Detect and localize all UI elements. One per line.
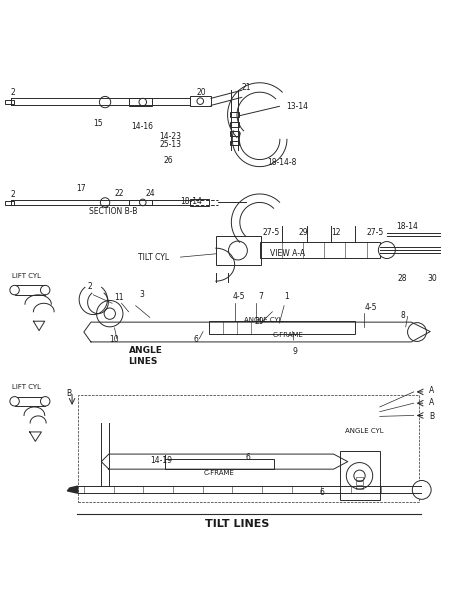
Bar bbox=[5, 100, 14, 105]
Text: 6: 6 bbox=[319, 488, 324, 497]
Text: 6: 6 bbox=[246, 453, 250, 463]
Bar bbox=[15, 285, 45, 295]
Circle shape bbox=[378, 241, 395, 259]
Circle shape bbox=[139, 199, 146, 206]
Bar bbox=[15, 397, 45, 406]
Text: 13-14: 13-14 bbox=[286, 102, 309, 111]
Text: 20: 20 bbox=[197, 87, 207, 97]
Text: 9: 9 bbox=[292, 347, 298, 356]
Text: 26: 26 bbox=[164, 155, 173, 164]
Bar bbox=[230, 140, 239, 145]
Text: 29: 29 bbox=[255, 317, 264, 326]
Bar bbox=[260, 241, 380, 258]
Text: 2: 2 bbox=[11, 87, 16, 97]
Text: A: A bbox=[429, 398, 435, 407]
Circle shape bbox=[10, 397, 19, 406]
Text: TILT LINES: TILT LINES bbox=[205, 519, 269, 529]
Text: 7: 7 bbox=[258, 292, 263, 301]
Text: 15: 15 bbox=[93, 119, 103, 128]
Text: SECTION B-B: SECTION B-B bbox=[89, 207, 137, 216]
Text: 10: 10 bbox=[109, 334, 118, 344]
Text: 14-16: 14-16 bbox=[131, 121, 153, 131]
Text: LIFT CYL: LIFT CYL bbox=[12, 384, 41, 390]
Text: 18-14: 18-14 bbox=[181, 197, 202, 206]
Text: 6: 6 bbox=[194, 334, 199, 344]
Text: ANGLE CYL: ANGLE CYL bbox=[244, 317, 283, 323]
Bar bbox=[356, 486, 363, 490]
Bar bbox=[209, 321, 355, 334]
Text: VIEW A-A: VIEW A-A bbox=[270, 249, 305, 258]
Text: 4-5: 4-5 bbox=[232, 292, 245, 301]
Text: 27-5: 27-5 bbox=[263, 228, 280, 237]
Circle shape bbox=[100, 198, 110, 207]
Circle shape bbox=[104, 308, 116, 319]
Bar bbox=[165, 459, 274, 469]
Text: 27-5: 27-5 bbox=[366, 228, 384, 237]
Text: 2: 2 bbox=[87, 282, 92, 291]
Text: A: A bbox=[429, 386, 435, 395]
Bar bbox=[128, 99, 152, 106]
Text: B: B bbox=[66, 389, 72, 399]
Circle shape bbox=[139, 99, 146, 106]
Text: 21: 21 bbox=[242, 83, 251, 92]
Text: 8: 8 bbox=[401, 310, 406, 320]
Circle shape bbox=[40, 285, 50, 295]
Bar bbox=[216, 237, 261, 265]
Bar bbox=[5, 201, 14, 205]
Circle shape bbox=[197, 98, 203, 105]
Bar bbox=[356, 477, 363, 480]
Text: 11: 11 bbox=[115, 293, 124, 302]
Text: 4-5: 4-5 bbox=[364, 302, 377, 312]
Text: B: B bbox=[429, 412, 434, 421]
Text: 14-23: 14-23 bbox=[159, 131, 181, 140]
Bar bbox=[230, 113, 239, 117]
Text: 17: 17 bbox=[76, 184, 85, 193]
Bar bbox=[230, 131, 239, 136]
Circle shape bbox=[10, 285, 19, 295]
Text: C-FRAME: C-FRAME bbox=[273, 332, 303, 338]
Text: C-FRAME: C-FRAME bbox=[204, 470, 235, 476]
Text: TILT CYL: TILT CYL bbox=[138, 253, 169, 262]
Text: 18-14: 18-14 bbox=[396, 222, 418, 232]
Text: 18-14-8: 18-14-8 bbox=[268, 158, 297, 168]
Circle shape bbox=[354, 470, 365, 482]
Circle shape bbox=[408, 323, 427, 341]
Circle shape bbox=[412, 480, 431, 500]
Text: 14-19: 14-19 bbox=[150, 456, 172, 464]
Text: 2: 2 bbox=[11, 190, 16, 200]
Text: 25-13: 25-13 bbox=[159, 140, 181, 150]
Text: 29: 29 bbox=[298, 228, 308, 237]
Text: ANGLE
LINES: ANGLE LINES bbox=[128, 346, 163, 366]
Bar bbox=[340, 451, 380, 500]
Text: 30: 30 bbox=[428, 274, 438, 283]
Text: 3: 3 bbox=[139, 290, 144, 299]
Circle shape bbox=[97, 301, 123, 327]
Bar bbox=[190, 97, 211, 106]
Bar bbox=[230, 122, 239, 126]
Bar bbox=[78, 395, 419, 502]
Circle shape bbox=[100, 97, 111, 108]
Text: 22: 22 bbox=[115, 189, 124, 198]
Text: 28: 28 bbox=[397, 274, 407, 283]
Circle shape bbox=[346, 463, 373, 489]
Bar bbox=[128, 200, 152, 205]
Polygon shape bbox=[67, 486, 78, 493]
Circle shape bbox=[40, 397, 50, 406]
Circle shape bbox=[228, 241, 247, 260]
Text: ANGLE CYL: ANGLE CYL bbox=[346, 429, 384, 434]
Text: LIFT CYL: LIFT CYL bbox=[12, 273, 41, 279]
Bar bbox=[190, 199, 209, 206]
Text: 24: 24 bbox=[145, 189, 155, 198]
Bar bbox=[356, 482, 363, 485]
Text: 1: 1 bbox=[284, 292, 289, 301]
Text: 12: 12 bbox=[331, 228, 341, 237]
